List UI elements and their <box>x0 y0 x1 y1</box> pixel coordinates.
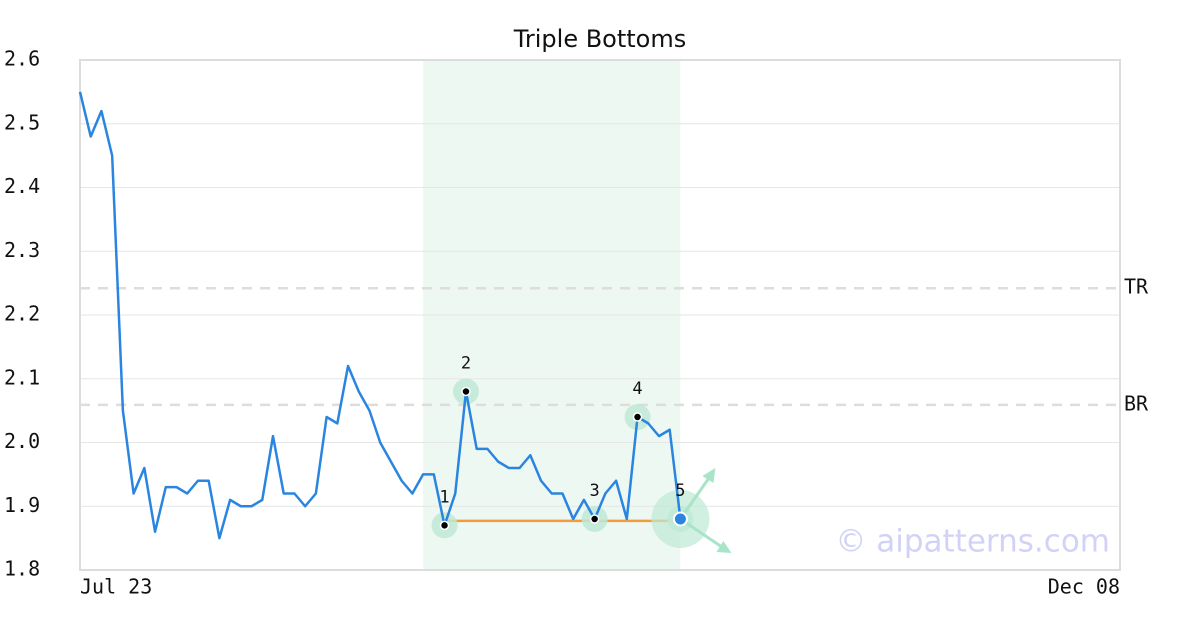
pattern-point <box>632 412 643 422</box>
x-tick-label: Dec 08 <box>1048 575 1120 599</box>
y-tick-label: 2.1 <box>4 365 40 389</box>
price-line <box>78 91 682 540</box>
y-tick-label: 1.8 <box>4 557 40 581</box>
arrow-up <box>679 472 714 520</box>
pattern-point <box>589 514 600 524</box>
watermark: © aipatterns.com <box>835 524 1110 560</box>
reference-label: TR <box>1124 275 1149 299</box>
pattern-point-label: 2 <box>461 354 471 374</box>
y-tick-label: 2.0 <box>4 429 40 453</box>
x-tick-label: Jul 23 <box>80 575 152 599</box>
y-tick-label: 1.9 <box>4 493 40 517</box>
pattern-point <box>672 511 688 527</box>
y-tick-label: 2.3 <box>4 238 40 262</box>
y-tick-label: 2.5 <box>4 110 40 134</box>
plot-frame <box>79 59 1121 571</box>
arrow-up-head <box>702 468 716 483</box>
arrow-down <box>679 517 728 552</box>
y-tick-label: 2.6 <box>4 47 40 71</box>
arrow-down-head <box>716 541 732 553</box>
pattern-point-label: 1 <box>439 487 449 507</box>
pattern-point-label: 5 <box>675 481 685 501</box>
pattern-point-label: 4 <box>632 379 642 399</box>
y-tick-label: 2.2 <box>4 302 40 326</box>
pattern-point <box>461 386 471 397</box>
pattern-point-label: 3 <box>590 481 600 501</box>
chart-title: Triple Bottoms <box>513 25 687 53</box>
reference-label: BR <box>1124 391 1149 415</box>
y-tick-label: 2.4 <box>4 174 40 198</box>
pattern-point <box>439 520 450 531</box>
